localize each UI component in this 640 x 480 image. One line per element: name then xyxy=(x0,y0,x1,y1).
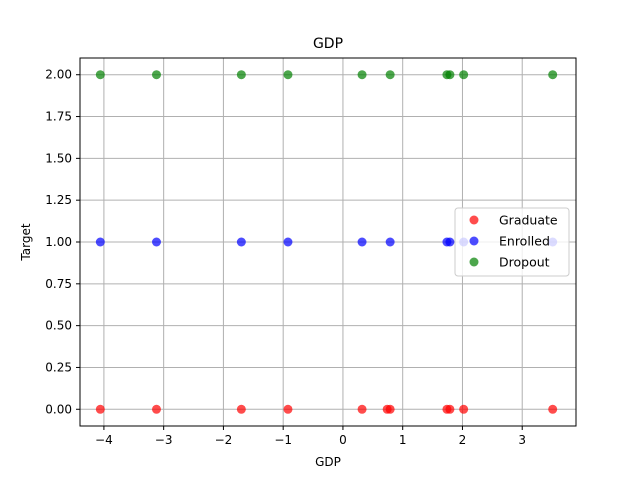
y-tick-label: 1.75 xyxy=(45,110,72,124)
y-tick-label: 1.25 xyxy=(45,193,72,207)
data-point-dropout xyxy=(95,70,105,80)
y-tick-label: 1.00 xyxy=(45,235,72,249)
legend-marker-enrolled xyxy=(469,236,479,246)
x-tick-label: 3 xyxy=(518,433,526,447)
data-point-dropout xyxy=(385,70,395,80)
data-point-dropout xyxy=(459,70,469,80)
data-point-graduate xyxy=(385,404,395,414)
series-dropout xyxy=(95,70,558,80)
y-tick-label: 2.00 xyxy=(45,68,72,82)
data-point-graduate xyxy=(236,404,246,414)
data-point-enrolled xyxy=(151,237,161,247)
data-point-graduate xyxy=(459,404,469,414)
x-tick-label: −4 xyxy=(95,433,113,447)
x-tick-label: −1 xyxy=(274,433,292,447)
legend-box xyxy=(454,207,570,277)
y-axis-label: Target xyxy=(19,223,33,261)
chart-title: GDP xyxy=(313,36,343,52)
legend-label-dropout: Dropout xyxy=(499,255,550,270)
x-tick-label: 1 xyxy=(399,433,407,447)
legend: Graduate Enrolled Dropout xyxy=(454,207,570,277)
y-tick-label: 1.50 xyxy=(45,151,72,165)
data-point-dropout xyxy=(548,70,558,80)
x-tick-label: −3 xyxy=(155,433,173,447)
data-point-dropout xyxy=(445,70,455,80)
legend-label-graduate: Graduate xyxy=(499,213,558,228)
data-point-enrolled xyxy=(283,237,293,247)
data-point-graduate xyxy=(151,404,161,414)
data-point-graduate xyxy=(357,404,367,414)
data-point-dropout xyxy=(236,70,246,80)
x-axis-label: GDP xyxy=(315,455,341,469)
y-tick-label: 0.00 xyxy=(45,402,72,416)
data-point-graduate xyxy=(445,404,455,414)
y-tick-label: 0.75 xyxy=(45,277,72,291)
y-tick-label: 0.25 xyxy=(45,360,72,374)
data-point-enrolled xyxy=(385,237,395,247)
data-point-enrolled xyxy=(236,237,246,247)
data-point-graduate xyxy=(548,404,558,414)
x-tick-label: 2 xyxy=(459,433,467,447)
legend-label-enrolled: Enrolled xyxy=(499,234,550,249)
y-tick-label: 0.50 xyxy=(45,319,72,333)
data-point-enrolled xyxy=(95,237,105,247)
legend-marker-dropout xyxy=(469,257,479,267)
x-tick-label: −2 xyxy=(215,433,233,447)
data-point-graduate xyxy=(283,404,293,414)
x-tick-label: 0 xyxy=(339,433,347,447)
data-point-enrolled xyxy=(445,237,455,247)
data-point-enrolled xyxy=(357,237,367,247)
y-axis-ticks: 0.00 0.25 0.50 0.75 1.00 1.25 1.50 1.75 2.00 xyxy=(45,68,80,416)
series-graduate xyxy=(95,404,558,414)
data-point-dropout xyxy=(283,70,293,80)
x-axis-ticks: −4 −3 −2 −1 0 1 2 3 xyxy=(95,426,526,447)
data-point-dropout xyxy=(357,70,367,80)
legend-marker-graduate xyxy=(469,215,479,225)
data-point-dropout xyxy=(151,70,161,80)
data-point-graduate xyxy=(95,404,105,414)
